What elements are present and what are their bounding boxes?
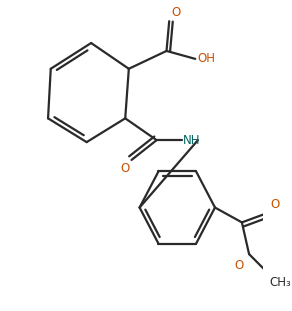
Text: O: O <box>171 6 180 19</box>
Text: O: O <box>121 162 130 175</box>
Text: O: O <box>271 197 280 211</box>
Text: O: O <box>234 259 244 272</box>
Text: NH: NH <box>183 134 200 147</box>
Text: CH₃: CH₃ <box>270 276 291 289</box>
Text: OH: OH <box>197 52 215 65</box>
